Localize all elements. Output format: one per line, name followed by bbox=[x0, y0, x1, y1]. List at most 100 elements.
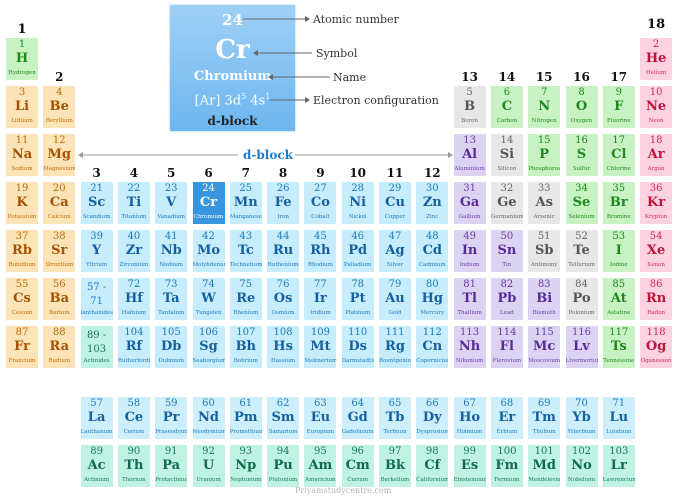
group-number-10: 10 bbox=[349, 166, 367, 180]
atomic-number: 34 bbox=[575, 183, 588, 194]
element-cell-as: 33 As Arsenic bbox=[527, 181, 562, 225]
element-symbol: C bbox=[501, 99, 513, 114]
element-name: Copper bbox=[384, 214, 406, 220]
element-cell-lr: 103 Lr Lawrencium bbox=[601, 444, 636, 488]
element-symbol: Tc bbox=[237, 243, 254, 258]
element-symbol: Bk bbox=[385, 458, 405, 473]
element-cell-mo: 42 Mo Molybdenum bbox=[191, 229, 226, 273]
element-cell-ar: 18 Ar Argon bbox=[639, 133, 674, 177]
element-symbol: Tl bbox=[462, 291, 477, 306]
atomic-number: 109 bbox=[310, 327, 330, 338]
element-symbol: Ds bbox=[348, 339, 367, 354]
atomic-number: 24 bbox=[202, 183, 215, 194]
element-name: Barium bbox=[49, 310, 70, 316]
element-cell-sg: 106 Sg Seaborgium bbox=[191, 325, 226, 369]
element-cell-se: 34 Se Selenium bbox=[564, 181, 599, 225]
atomic-number: 3 bbox=[18, 87, 26, 98]
atomic-number: 31 bbox=[463, 183, 476, 194]
watermark: Priyamstudycentre.com bbox=[295, 486, 392, 495]
element-name: Copernicium bbox=[416, 358, 450, 364]
element-cell-k: 19 K Potassium bbox=[5, 181, 39, 225]
atomic-number: 73 bbox=[164, 279, 178, 290]
group-number-11: 11 bbox=[386, 166, 404, 180]
atomic-number: 75 bbox=[239, 279, 253, 290]
element-symbol: Og bbox=[645, 339, 667, 354]
atomic-number: 53 bbox=[612, 231, 626, 242]
element-symbol: Lv bbox=[573, 339, 590, 354]
atomic-number: 54 bbox=[649, 231, 663, 242]
group-number-14: 14 bbox=[498, 70, 516, 84]
element-name: Mendelevium bbox=[528, 477, 561, 483]
range-end: 71 bbox=[90, 296, 103, 307]
element-symbol: Au bbox=[385, 291, 405, 306]
atomic-number: 25 bbox=[239, 183, 253, 194]
atomic-number: 51 bbox=[537, 231, 551, 242]
element-name: Californium bbox=[416, 477, 450, 483]
element-cell-ts: 117 Ts Tennessine bbox=[601, 325, 636, 369]
element-symbol: Y bbox=[91, 243, 102, 258]
element-symbol: Bh bbox=[235, 339, 257, 354]
element-name: Lawrencium bbox=[602, 477, 636, 483]
atomic-number: 32 bbox=[500, 183, 514, 194]
element-name: Roentgenium bbox=[379, 358, 412, 364]
element-name: Ruthenium bbox=[267, 262, 299, 268]
element-cell-ge: 32 Ge Germanium bbox=[489, 181, 524, 225]
element-cell-po: 84 Po Polonium bbox=[564, 277, 599, 321]
element-cell-p: 15 P Phosphorus bbox=[527, 133, 562, 177]
element-cell-mt: 109 Mt Meitnerium bbox=[303, 325, 338, 369]
element-cell-dy: 66 Dy Dysprosium bbox=[415, 396, 450, 440]
element-symbol: Ru bbox=[272, 243, 294, 258]
group-number-5: 5 bbox=[167, 166, 176, 180]
element-symbol: Mg bbox=[47, 147, 72, 162]
atomic-number: 4 bbox=[56, 87, 63, 98]
atomic-number: 100 bbox=[497, 446, 517, 457]
element-cell-bi: 83 Bi Bismuth bbox=[527, 277, 562, 321]
element-symbol: At bbox=[610, 291, 627, 306]
element-cell-s: 16 S Sulfur bbox=[564, 133, 599, 177]
element-name: Tellurium bbox=[568, 262, 595, 268]
element-name: Arsenic bbox=[533, 214, 555, 220]
element-symbol: Am bbox=[308, 458, 333, 473]
element-cell-bh: 107 Bh Bohrium bbox=[228, 325, 263, 369]
element-name: Nitrogen bbox=[531, 118, 557, 124]
element-name: Actinides bbox=[83, 358, 110, 364]
element-symbol: Ce bbox=[124, 410, 144, 425]
element-cell-no: 102 No Nobelium bbox=[564, 444, 599, 488]
atomic-number: 77 bbox=[314, 279, 327, 290]
group-number-13: 13 bbox=[461, 70, 478, 84]
element-name: Neon bbox=[648, 118, 664, 124]
element-symbol: Si bbox=[499, 147, 515, 162]
element-name: Scandium bbox=[82, 214, 111, 220]
element-symbol: Be bbox=[49, 99, 69, 114]
element-cell-ga: 31 Ga Gallium bbox=[452, 181, 487, 225]
element-symbol: Pa bbox=[162, 458, 181, 473]
atomic-number: 37 bbox=[15, 231, 29, 242]
element-symbol: S bbox=[576, 147, 587, 162]
element-name: lanthanides bbox=[80, 310, 114, 316]
element-name: Indium bbox=[459, 262, 480, 268]
element-name: Promethium bbox=[229, 429, 263, 435]
atomic-number: 1 bbox=[18, 39, 26, 50]
element-symbol: Gd bbox=[347, 410, 368, 425]
atomic-number: 35 bbox=[612, 183, 626, 194]
element-name: Gallium bbox=[458, 214, 481, 220]
element-name: Holmium bbox=[456, 429, 483, 435]
element-cell-i: 53 I Iodine bbox=[601, 229, 636, 273]
atomic-number: 106 bbox=[198, 327, 219, 338]
element-cell-zn: 30 Zn Zinc bbox=[415, 181, 450, 225]
element-cell-w: 74 W Tungsten bbox=[191, 277, 226, 321]
element-cell-sr: 38 Sr Strontium bbox=[42, 229, 77, 273]
atomic-number: 65 bbox=[388, 398, 402, 409]
legend-label-electron-configuration: Electron configuration bbox=[313, 94, 439, 107]
element-name: Fermium bbox=[494, 477, 520, 483]
legend-name: Chromium bbox=[193, 69, 272, 84]
element-cell-nb: 41 Nb Niobium bbox=[154, 229, 189, 273]
element-name: Xenon bbox=[647, 262, 665, 268]
element-name: Lead bbox=[500, 310, 514, 316]
element-cell-h: 1 H Hydrogen bbox=[5, 37, 39, 81]
element-cell-f: 9 F Fluorine bbox=[601, 85, 636, 129]
element-cell-y: 39 Y Yttrium bbox=[79, 229, 114, 273]
element-symbol: Sc bbox=[87, 195, 106, 210]
group-number-17: 17 bbox=[610, 70, 628, 84]
